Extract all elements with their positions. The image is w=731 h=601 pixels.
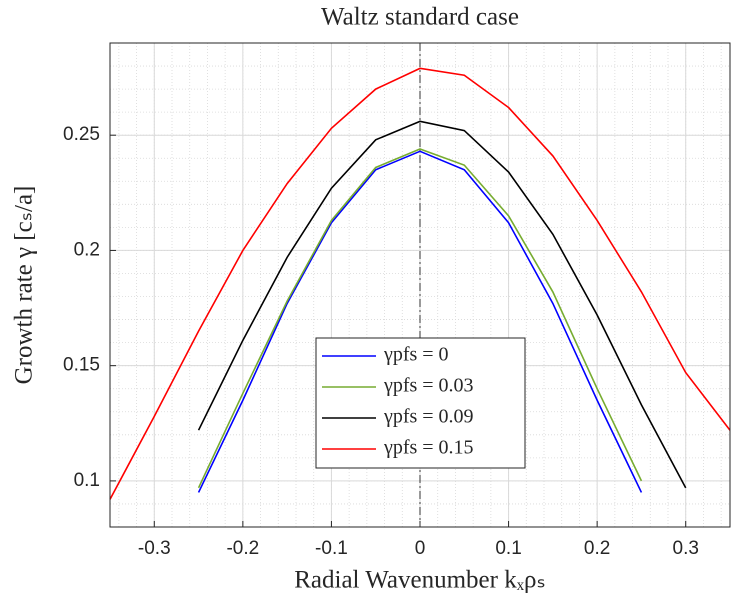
y-axis-label: Growth rate γ [cₛ/a] [11, 186, 38, 385]
legend-box [315, 337, 526, 469]
legend-label: γpfs = 0.09 [383, 406, 474, 428]
x-axis-label: Radial Wavenumber kₓρₛ [294, 567, 546, 594]
series-line [197, 120, 687, 489]
series-line [197, 150, 643, 493]
y-tick-label: 0.15 [63, 355, 100, 376]
y-tick-label: 0.2 [74, 239, 100, 260]
x-tick-label: 0.3 [673, 538, 699, 559]
x-tick-label: -0.3 [138, 538, 171, 559]
series-line [197, 148, 643, 489]
legend-label: γpfs = 0.03 [383, 375, 474, 397]
x-tick-label: -0.2 [226, 538, 259, 559]
y-tick-label: 0.1 [74, 470, 100, 491]
plot-frame [109, 42, 731, 528]
x-tick-label: 0.1 [495, 538, 521, 559]
legend-label: γpfs = 0 [383, 344, 449, 366]
y-tick-label: 0.25 [63, 124, 100, 145]
series-line [109, 67, 731, 500]
legend-label: γpfs = 0.15 [383, 437, 474, 459]
chart-title: Waltz standard case [321, 4, 519, 31]
legend: γpfs = 0 γpfs = 0.03 γpfs = 0.09 γpfs = 0.1… [315, 337, 526, 469]
x-tick-label: -0.1 [315, 538, 348, 559]
x-tick-label: 0 [415, 538, 426, 559]
x-tick-label: 0.2 [584, 538, 610, 559]
